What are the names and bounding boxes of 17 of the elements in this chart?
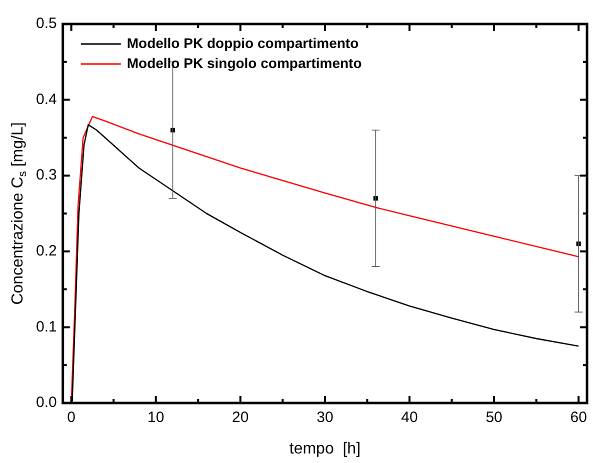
legend-label: Modello PK doppio compartimento bbox=[126, 34, 359, 51]
x-tick-label: 40 bbox=[401, 409, 418, 426]
x-tick-label: 50 bbox=[486, 409, 502, 426]
x-tick-label: 20 bbox=[232, 409, 249, 426]
x-tick-label: 0 bbox=[67, 409, 76, 426]
y-tick-label: 0.1 bbox=[36, 318, 57, 336]
y-axis-title: Concentrazione Cs [mg/L] bbox=[9, 122, 29, 305]
y-tick-label: 0.5 bbox=[36, 15, 57, 32]
x-tick-label: 10 bbox=[148, 409, 164, 426]
y-tick-label: 0.4 bbox=[36, 90, 57, 108]
y-tick-label: 0.2 bbox=[36, 242, 57, 260]
x-axis-title: tempo [h] bbox=[289, 440, 361, 458]
y-tick-label: 0.3 bbox=[36, 166, 57, 184]
x-tick-label: 30 bbox=[316, 409, 334, 426]
y-tick-label: 0.0 bbox=[36, 394, 57, 412]
legend-label: Modello PK singolo compartimento bbox=[126, 54, 362, 71]
x-tick-label: 60 bbox=[570, 409, 587, 426]
